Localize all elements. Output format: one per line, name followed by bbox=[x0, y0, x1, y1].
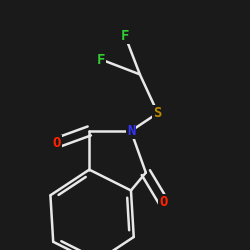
Text: S: S bbox=[154, 106, 162, 120]
Text: N: N bbox=[127, 124, 135, 138]
Text: O: O bbox=[160, 196, 168, 209]
Text: O: O bbox=[52, 136, 61, 150]
Text: F: F bbox=[97, 52, 106, 66]
Text: F: F bbox=[121, 29, 129, 43]
